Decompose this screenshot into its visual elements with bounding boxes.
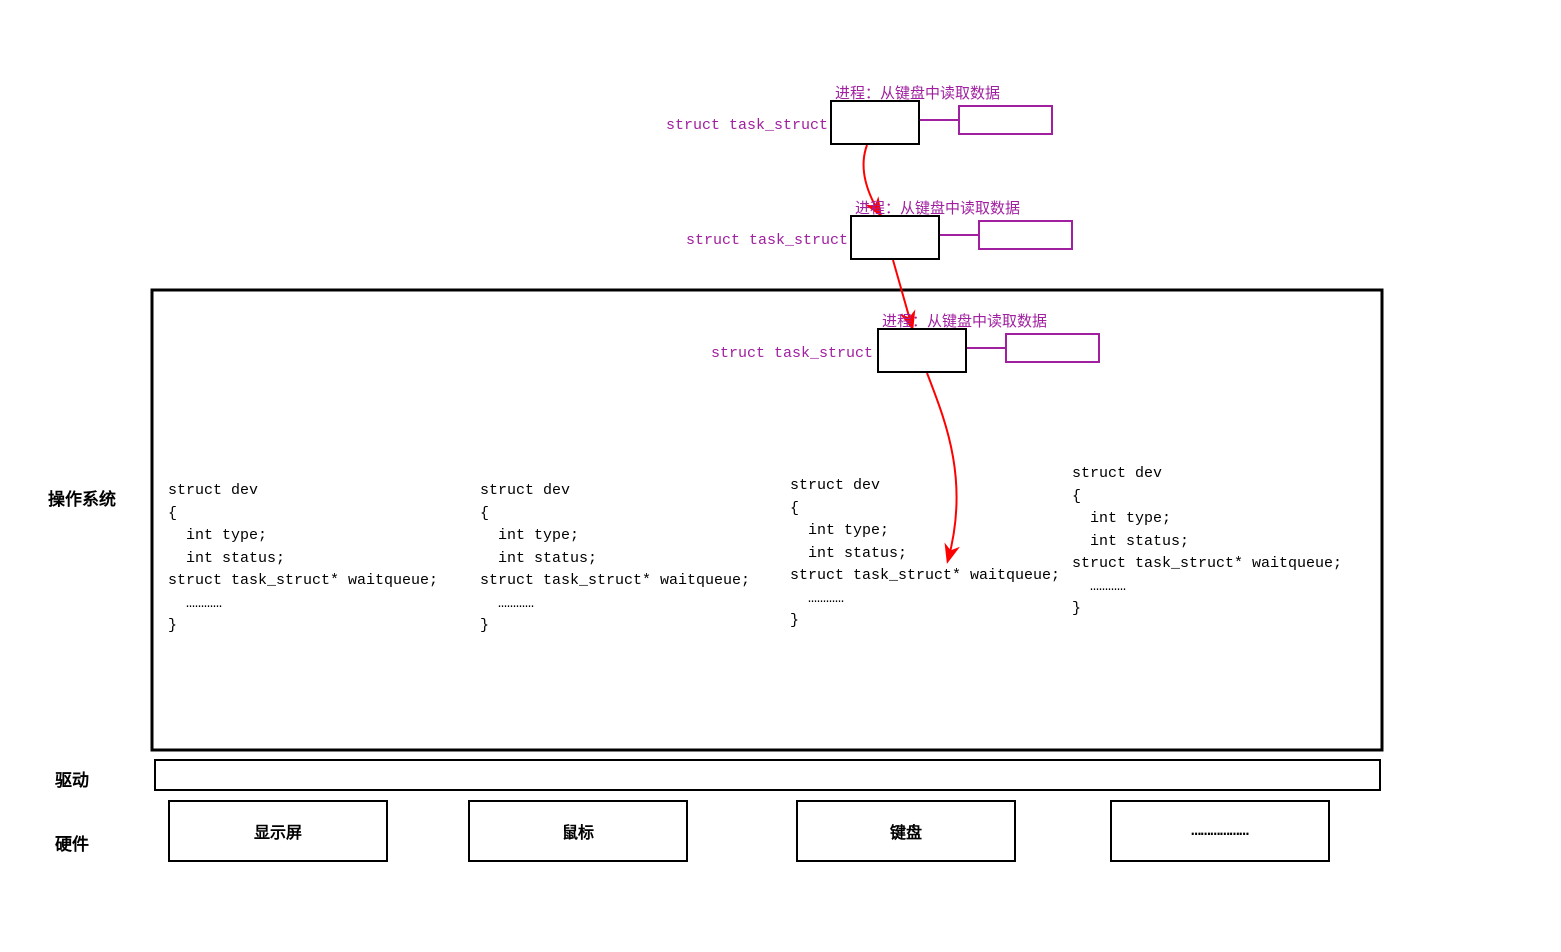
struct-dev-3: struct dev { int type; int status; struc…	[790, 475, 1060, 633]
process-box1-3	[877, 328, 967, 373]
process-box2-1	[958, 105, 1053, 135]
hardware-label-mouse: 鼠标	[562, 819, 594, 843]
struct-dev-1: struct dev { int type; int status; struc…	[168, 480, 438, 638]
hardware-label-display: 显示屏	[254, 819, 302, 843]
driver-label: 驱动	[55, 766, 89, 791]
process-box1-1	[830, 100, 920, 145]
struct-dev-2: struct dev { int type; int status; struc…	[480, 480, 750, 638]
struct-dev-4: struct dev { int type; int status; struc…	[1072, 463, 1342, 621]
hardware-label-keyboard: 键盘	[890, 819, 922, 843]
process-struct-label-2: struct task_struct	[686, 232, 848, 249]
process-struct-label-3: struct task_struct	[711, 345, 873, 362]
process-box2-2	[978, 220, 1073, 250]
hardware-box-etc: ………………	[1110, 800, 1330, 862]
os-label: 操作系统	[48, 485, 116, 510]
driver-box	[155, 760, 1380, 790]
process-box2-3	[1005, 333, 1100, 363]
hardware-box-display: 显示屏	[168, 800, 388, 862]
hardware-label-etc: ………………	[1191, 822, 1249, 840]
hardware-box-keyboard: 键盘	[796, 800, 1016, 862]
process-box1-2	[850, 215, 940, 260]
hardware-box-mouse: 鼠标	[468, 800, 688, 862]
process-struct-label-1: struct task_struct	[666, 117, 828, 134]
hardware-label: 硬件	[55, 830, 89, 855]
